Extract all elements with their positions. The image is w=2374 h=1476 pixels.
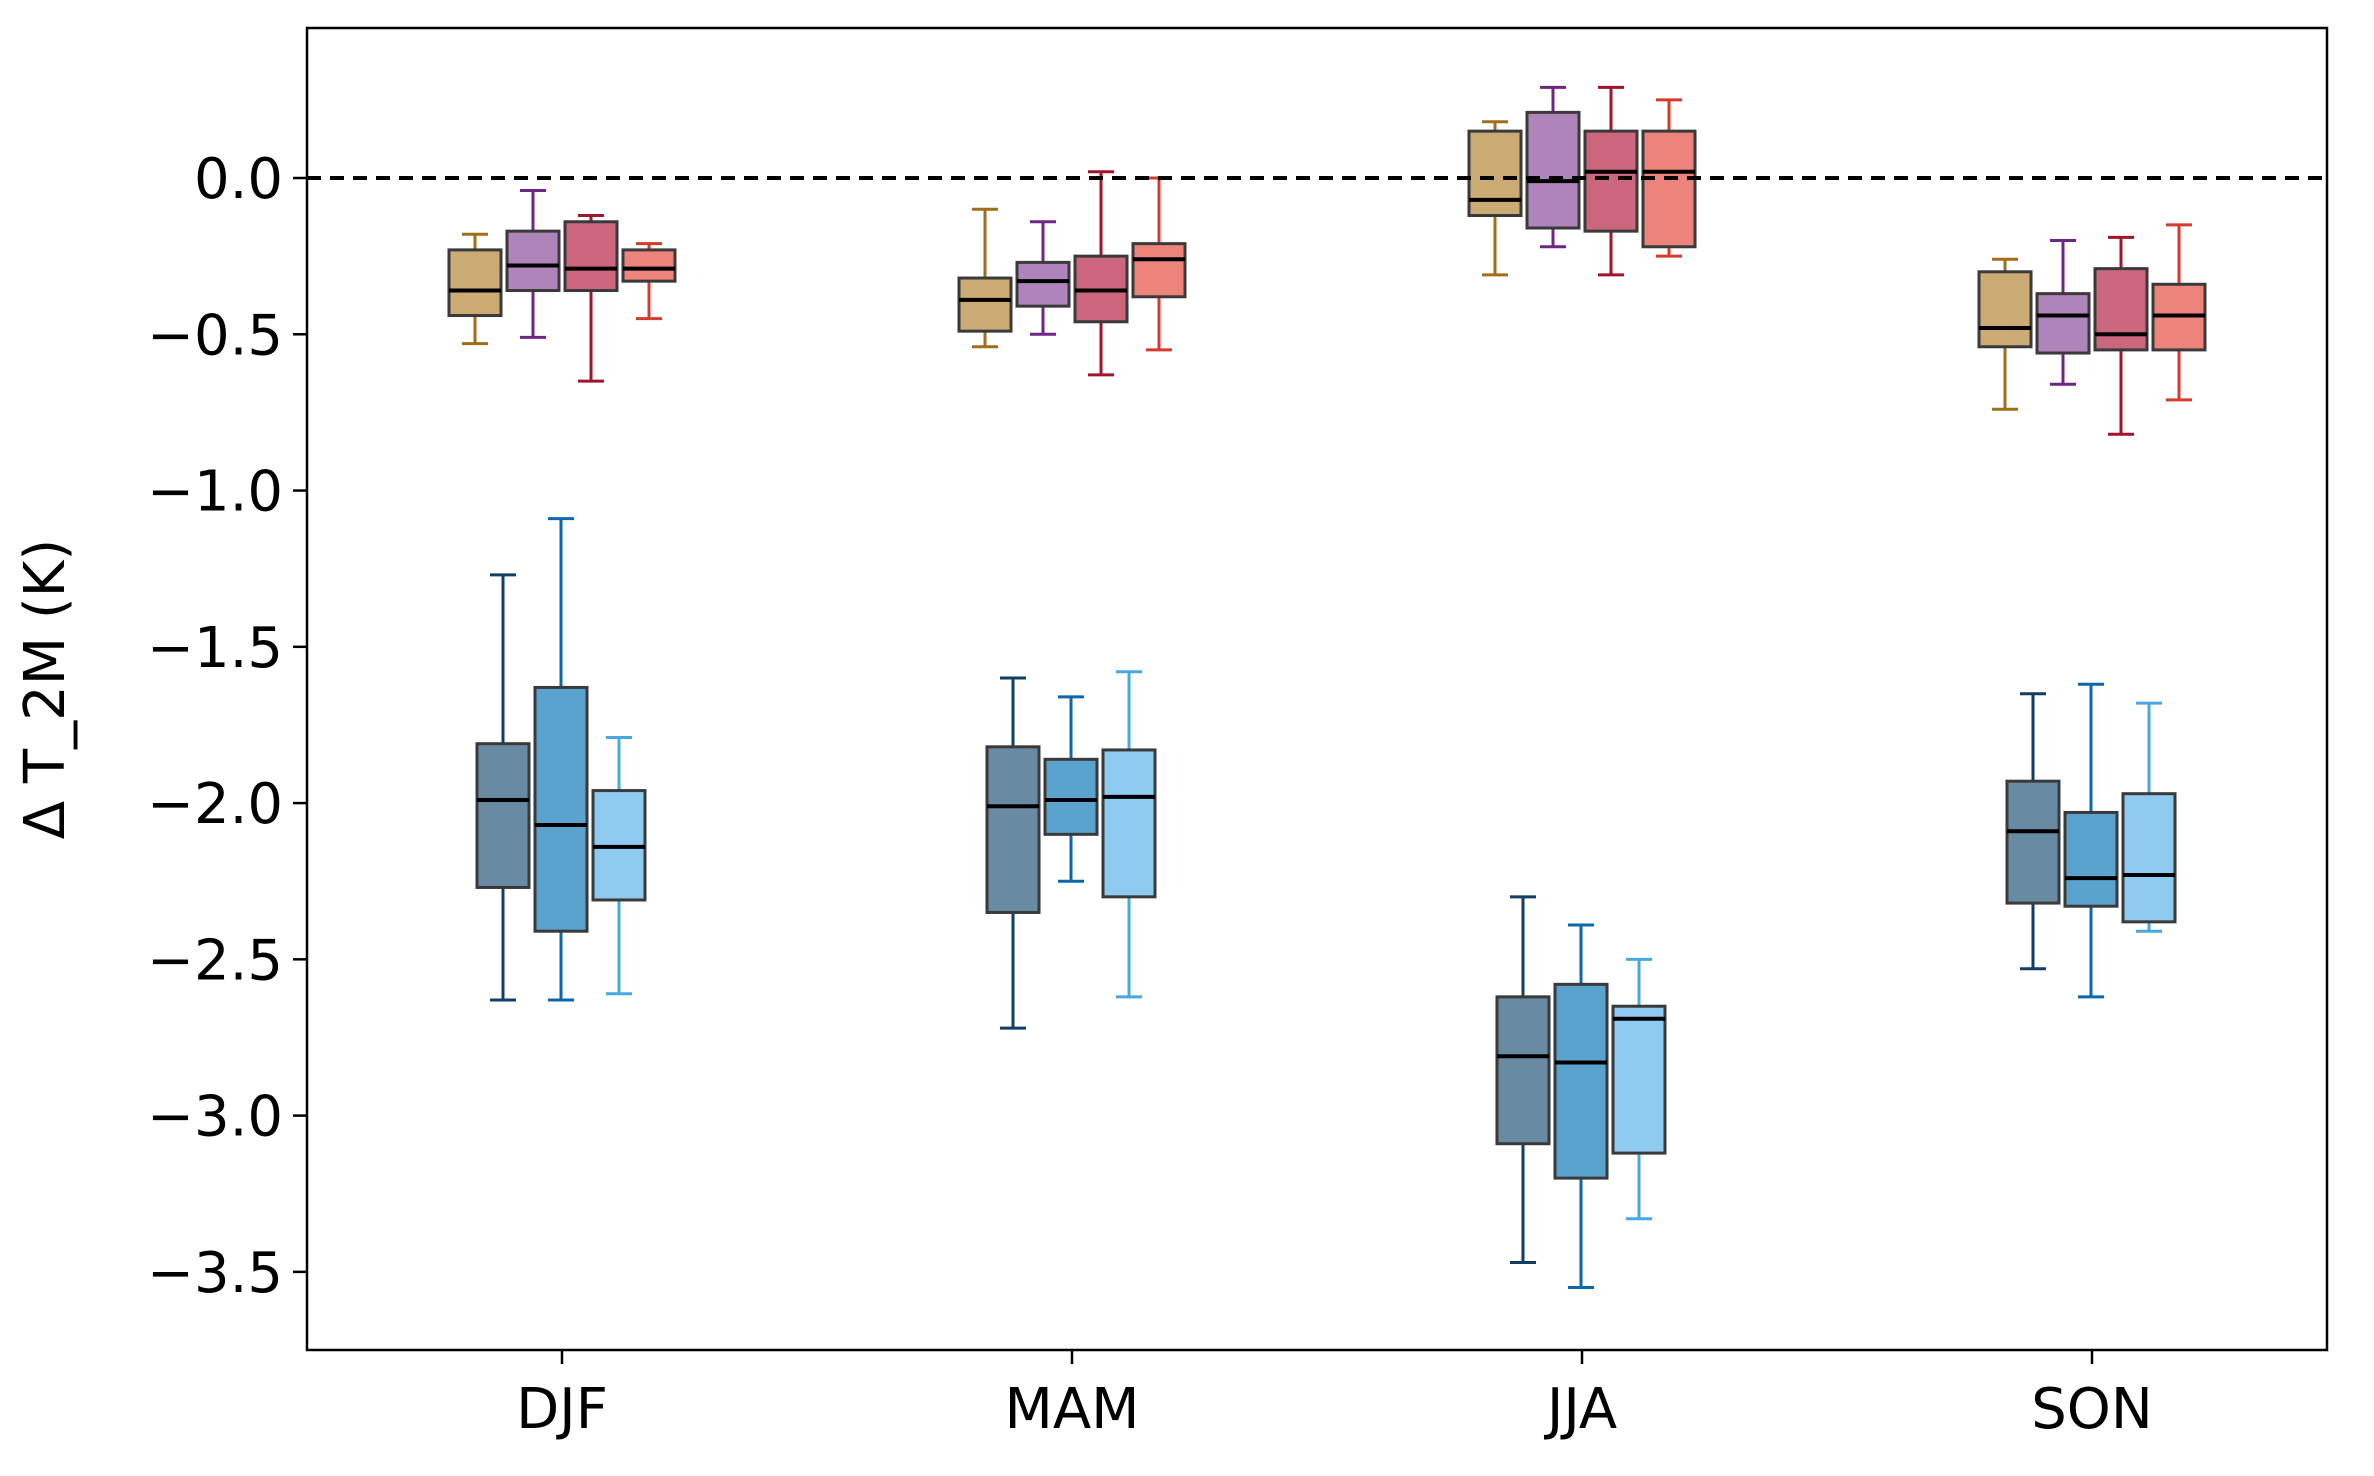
box-body [475,742,531,889]
x-tick-label: DJF [516,1377,608,1442]
box-warm-DJF-0 [447,232,503,346]
box-cold-JJA-1 [1553,923,1609,1289]
plot-area [307,28,2327,1350]
y-tick-label: −2.0 [147,772,283,837]
y-axis: 0.0 −0.5 −1.0 −1.5 −2.0 −2.5 −3.0 −3.5 [147,147,307,1306]
box-cold-MAM-2 [1101,670,1157,999]
box-warm-MAM-0 [957,207,1013,349]
box-warm-MAM-2 [1073,170,1129,377]
box-body [1525,110,1581,230]
box-cold-SON-2 [2121,701,2177,933]
x-tick-label: SON [2031,1377,2153,1442]
box-body [1553,982,1609,1180]
box-cold-DJF-0 [475,573,531,1002]
box-warm-SON-2 [2093,235,2149,436]
box-warm-SON-3 [2151,223,2207,402]
box-warm-MAM-3 [1131,176,1187,352]
box-warm-DJF-1 [505,189,561,339]
boxes-layer [447,85,2207,1289]
box-cold-JJA-0 [1495,895,1551,1264]
box-cold-JJA-2 [1611,957,1667,1221]
y-tick-label: −1.5 [147,616,283,681]
y-tick-label: 0.0 [194,147,283,212]
box-body [957,276,1013,333]
box-warm-MAM-1 [1015,220,1071,336]
box-body [1583,129,1639,233]
box-body [1495,995,1551,1146]
box-cold-DJF-2 [591,735,647,996]
box-body [2005,779,2061,905]
y-tick-label: −1.0 [147,460,283,525]
box-warm-DJF-2 [563,214,619,383]
box-body [621,248,677,283]
box-body [1611,1004,1667,1155]
box-body [2035,292,2091,355]
box-warm-SON-0 [1977,257,2033,411]
box-body [1467,129,1523,218]
box-warm-JJA-3 [1641,98,1697,258]
y-tick-label: −3.5 [147,1241,283,1306]
box-body [1015,260,1071,308]
box-cold-MAM-1 [1043,695,1099,883]
box-body [985,745,1041,914]
y-tick-label: −2.5 [147,928,283,993]
box-body [2121,792,2177,924]
box-body [563,220,619,293]
box-warm-JJA-2 [1583,85,1639,277]
y-axis-label: Δ T_2M (K) [13,539,78,839]
y-tick-label: −3.0 [147,1085,283,1150]
box-body [1641,129,1697,249]
box-cold-MAM-0 [985,676,1041,1030]
box-warm-DJF-3 [621,242,677,321]
box-cold-SON-0 [2005,692,2061,971]
x-tick-label: MAM [1005,1377,1140,1442]
box-body [2093,267,2149,352]
box-body [447,248,503,318]
y-tick-label: −0.5 [147,303,283,368]
box-warm-JJA-0 [1467,120,1523,277]
box-cold-SON-1 [2063,682,2119,999]
box-body [533,685,589,933]
box-body [1101,748,1157,899]
box-body [1043,757,1099,836]
x-tick-label: JJA [1544,1377,1617,1442]
box-body [505,229,561,293]
box-warm-SON-1 [2035,239,2091,386]
box-body [1131,242,1187,299]
box-body [2063,810,2119,908]
plot-frame [305,26,2329,1352]
box-cold-DJF-1 [533,517,589,1002]
box-body [1977,270,2033,349]
box-warm-JJA-1 [1525,85,1581,249]
x-axis: DJF MAM JJA SON [516,1350,2153,1442]
